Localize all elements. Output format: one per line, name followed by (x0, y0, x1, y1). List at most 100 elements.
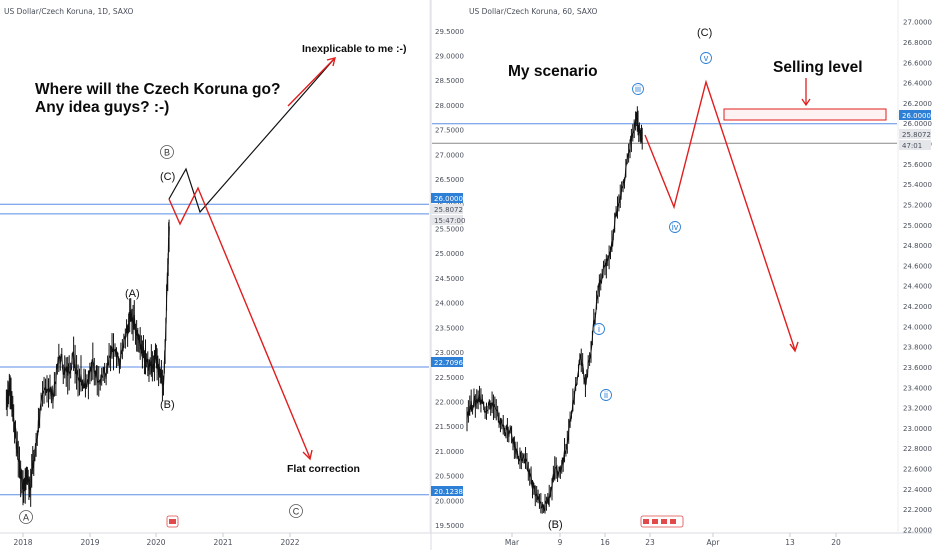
y-tick-label: 24.5000 (435, 275, 464, 283)
event-flag-icon[interactable] (166, 515, 179, 528)
y-tick-label: 20.0000 (435, 497, 464, 505)
left-chart-title: US Dollar/Czech Koruna, 1D, SAXO (4, 7, 134, 16)
x-tick-label: 2021 (213, 538, 232, 547)
left-price-label-22-7096: 22.7096 (431, 357, 463, 367)
svg-text:iv: iv (672, 222, 679, 232)
right-price-label-26: 26.0000 (899, 110, 931, 120)
svg-text:25.8072: 25.8072 (902, 131, 931, 139)
y-tick-label: 20.5000 (435, 473, 464, 481)
svg-text:20.1238: 20.1238 (434, 488, 463, 496)
price-line (466, 112, 643, 512)
inexplicable-label: Inexplicable to me :-) (302, 43, 406, 55)
y-tick-label: 23.4000 (903, 384, 932, 392)
y-tick-label: 28.0000 (435, 102, 464, 110)
y-tick-label: 22.2000 (903, 506, 932, 514)
left-red-projection (168, 186, 311, 459)
svg-text:22.7096: 22.7096 (434, 359, 463, 367)
x-tick-label: 2018 (13, 538, 32, 547)
svg-text:25.8072: 25.8072 (434, 206, 463, 214)
x-tick-label: 20 (831, 538, 841, 547)
y-tick-label: 27.0000 (903, 19, 932, 27)
y-tick-label: 24.0000 (903, 323, 932, 331)
x-tick-label: 2019 (80, 538, 99, 547)
y-tick-label: 23.6000 (903, 364, 932, 372)
svg-text:ii: ii (604, 390, 608, 400)
y-tick-label: 29.5000 (435, 28, 464, 36)
svg-text:A: A (23, 513, 29, 523)
wave-label-C-small: (C) (160, 171, 175, 183)
selling-arrowhead (801, 98, 811, 107)
y-tick-label: 22.4000 (903, 486, 932, 494)
selling-level-label: Selling level (773, 59, 863, 76)
svg-text:iii: iii (635, 84, 641, 94)
right-pane: US Dollar/Czech Koruna, 60, SAXO 22.0000… (432, 7, 932, 547)
wave-label-B-right: (B) (548, 519, 563, 531)
y-tick-label: 24.2000 (903, 303, 932, 311)
wave-label-iii: iii (632, 83, 644, 95)
y-tick-label: 26.8000 (903, 39, 932, 47)
left-pane: US Dollar/Czech Koruna, 1D, SAXO 19.5000… (0, 7, 465, 547)
y-tick-label: 23.5000 (435, 324, 464, 332)
wave-label-ii: ii (600, 389, 612, 401)
y-tick-label: 23.8000 (903, 344, 932, 352)
event-flags-icon[interactable] (640, 515, 684, 528)
my-scenario-label: My scenario (508, 63, 598, 80)
y-tick-label: 25.0000 (903, 222, 932, 230)
left-price-series (5, 219, 170, 507)
y-tick-label: 25.0000 (435, 250, 464, 258)
y-tick-label: 22.0000 (903, 526, 932, 534)
svg-text:47:01: 47:01 (902, 142, 922, 150)
wave-label-C-circle: C (289, 504, 303, 518)
y-tick-label: 26.0000 (903, 120, 932, 128)
right-down-arrowhead (789, 341, 799, 353)
wave-label-v: v (700, 52, 712, 64)
y-tick-label: 22.0000 (435, 399, 464, 407)
x-tick-label: 2022 (280, 538, 299, 547)
svg-text:15:47:00: 15:47:00 (434, 217, 465, 225)
y-tick-label: 26.2000 (903, 100, 932, 108)
y-tick-label: 22.8000 (903, 445, 932, 453)
y-tick-label: 24.0000 (435, 300, 464, 308)
svg-text:i: i (598, 324, 600, 334)
y-tick-label: 19.5000 (435, 522, 464, 530)
svg-text:26.0000: 26.0000 (434, 195, 463, 203)
y-tick-label: 24.8000 (903, 242, 932, 250)
y-tick-label: 29.0000 (435, 53, 464, 61)
y-tick-label: 26.5000 (435, 176, 464, 184)
right-price-label-25-8072: 25.8072 (899, 129, 931, 139)
svg-text:v: v (704, 53, 709, 63)
y-tick-label: 27.0000 (435, 151, 464, 159)
y-tick-label: 21.0000 (435, 448, 464, 456)
y-tick-label: 23.2000 (903, 405, 932, 413)
x-tick-label: Apr (707, 538, 721, 547)
svg-text:26.0000: 26.0000 (902, 112, 931, 120)
wave-label-A-small: (A) (125, 288, 140, 300)
y-tick-label: 24.6000 (903, 262, 932, 270)
left-countdown-label: 15:47:00 (431, 215, 465, 225)
heading-line-2: Any idea guys? :-) (35, 99, 169, 116)
left-up-arrowhead (326, 57, 336, 67)
y-tick-label: 23.0000 (903, 425, 932, 433)
x-tick-label: 2020 (146, 538, 165, 547)
left-horizontal-lines (0, 203, 429, 496)
wave-label-C-right: (C) (697, 27, 712, 39)
y-tick-label: 22.6000 (903, 466, 932, 474)
wave-label-iv: iv (669, 221, 681, 233)
wave-label-i: i (593, 323, 605, 335)
left-price-label-26: 26.0000 (431, 193, 463, 203)
x-tick-label: 23 (645, 538, 655, 547)
y-tick-label: 27.5000 (435, 127, 464, 135)
left-red-up-arrow-line (287, 57, 336, 107)
x-tick-label: Mar (505, 538, 520, 547)
wave-label-A-circle: A (19, 510, 33, 524)
y-tick-label: 26.4000 (903, 80, 932, 88)
y-tick-label: 21.5000 (435, 423, 464, 431)
y-tick-label: 25.4000 (903, 181, 932, 189)
left-price-label-25-8072: 25.8072 (431, 204, 463, 214)
svg-text:B: B (164, 148, 170, 158)
svg-text:C: C (293, 507, 300, 517)
right-red-projection (644, 79, 796, 351)
y-tick-label: 25.2000 (903, 201, 932, 209)
wave-label-B-circle: B (160, 145, 174, 159)
